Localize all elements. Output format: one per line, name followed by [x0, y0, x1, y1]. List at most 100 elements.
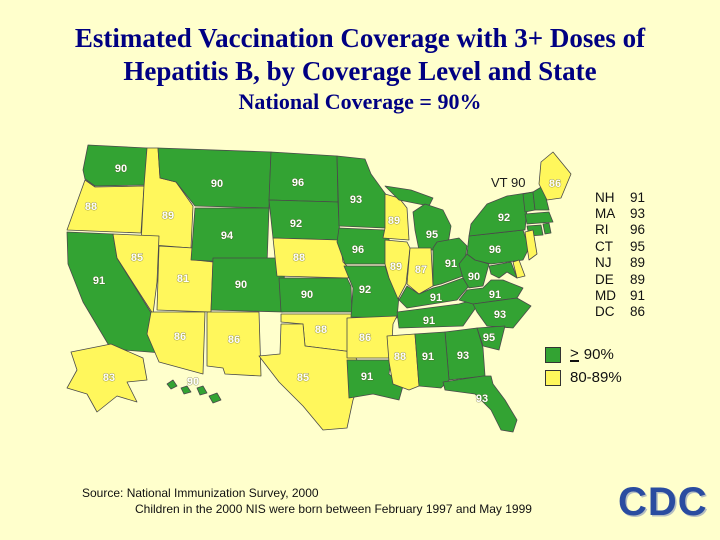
state-MO — [343, 265, 400, 319]
state-value-LA: 91 — [361, 371, 373, 383]
state-HI — [180, 385, 192, 395]
state-HI — [166, 379, 178, 390]
legend-item-high: > 90% — [545, 343, 622, 366]
vt-callout-label: VT 90 — [491, 175, 525, 190]
state-value: 96 — [630, 222, 646, 238]
state-value-SD: 92 — [290, 218, 302, 230]
state-HI — [208, 392, 222, 404]
state-RI — [542, 222, 552, 235]
state-FL — [442, 375, 518, 433]
state-code: MD — [595, 288, 616, 304]
state-IN — [406, 247, 434, 295]
state-KS — [278, 277, 353, 313]
state-value-VA: 91 — [489, 289, 501, 301]
state-value-IN: 87 — [415, 264, 427, 276]
state-value-TX: 85 — [297, 372, 309, 384]
state-value-CA: 91 — [93, 275, 105, 287]
state-NJ — [524, 229, 538, 261]
state-value-TN: 91 — [423, 315, 435, 327]
state-code: MA — [595, 206, 616, 222]
state-value-AZ: 86 — [174, 331, 186, 343]
state-value-AK: 83 — [103, 372, 115, 384]
list-item-CT: CT 95 — [595, 238, 645, 254]
state-value-OR: 88 — [85, 201, 97, 213]
state-SD — [268, 199, 341, 241]
state-MI — [384, 185, 434, 207]
state-value: 91 — [630, 189, 646, 205]
state-code: NH — [595, 189, 615, 205]
state-value-WI: 89 — [388, 215, 400, 227]
state-value-IA: 96 — [352, 244, 364, 256]
legend-swatch-high — [545, 346, 561, 363]
state-value-WY: 94 — [221, 230, 234, 242]
state-code: DC — [595, 304, 615, 320]
state-TX — [258, 323, 362, 431]
state-value-WV: 90 — [468, 271, 480, 283]
state-value-WA: 90 — [115, 163, 127, 175]
state-code: CT — [595, 238, 613, 254]
state-value-PA: 96 — [489, 244, 501, 256]
state-value-SC: 95 — [483, 332, 495, 344]
state-value-GA: 93 — [457, 350, 469, 362]
state-value-AL: 91 — [422, 351, 434, 363]
state-value: 89 — [630, 271, 646, 287]
state-value: 86 — [630, 304, 646, 320]
state-code: RI — [595, 222, 609, 238]
slide-title: Estimated Vaccination Coverage with 3+ D… — [0, 22, 720, 116]
state-CO — [210, 257, 286, 313]
legend-label-mid: 80-89% — [570, 369, 622, 386]
legend-item-mid: 80-89% — [545, 366, 622, 389]
state-AK — [66, 343, 148, 413]
source-line-2: Children in the 2000 NIS were born betwe… — [135, 502, 532, 516]
source-note: Source: National Immunization Survey, 20… — [82, 485, 532, 517]
legend-gte-symbol: > — [570, 345, 579, 362]
state-value-ID: 89 — [162, 210, 174, 222]
legend: > 90% 80-89% — [545, 343, 622, 389]
state-DE — [512, 259, 526, 279]
state-value-MO: 92 — [359, 284, 371, 296]
state-value-MI: 95 — [426, 229, 438, 241]
title-line-3: National Coverage = 90% — [238, 89, 482, 114]
state-ME — [538, 151, 572, 201]
state-value-OH: 91 — [445, 258, 457, 270]
list-item-RI: RI 96 — [595, 222, 645, 238]
state-OR — [66, 179, 145, 234]
state-value-ND: 96 — [292, 177, 304, 189]
state-MA — [524, 211, 554, 225]
state-value: 91 — [630, 288, 646, 304]
state-NV — [112, 233, 160, 315]
northeast-values-list: NH 91 MA 93 RI 96 CT 95 NJ 89 DE 89 MD 91 DC 86 — [595, 189, 645, 320]
state-value-KS: 90 — [301, 289, 313, 301]
legend-swatch-mid — [545, 369, 561, 386]
state-NM — [206, 311, 262, 377]
state-PA — [466, 229, 530, 265]
state-value-AR: 86 — [359, 332, 371, 344]
list-item-NH: NH 91 — [595, 189, 645, 205]
state-MN — [336, 155, 388, 229]
title-line-2: Hepatitis B, by Coverage Level and State — [123, 56, 597, 86]
state-value-ME: 86 — [549, 178, 561, 190]
list-item-DC: DC 86 — [595, 304, 645, 320]
state-value: 93 — [630, 206, 646, 222]
state-IL — [384, 239, 411, 300]
state-value: 89 — [630, 255, 646, 271]
state-NH — [532, 185, 550, 211]
state-code: NJ — [595, 255, 612, 271]
state-value-OK: 88 — [315, 324, 327, 336]
state-value-MT: 90 — [211, 178, 223, 190]
state-NC — [472, 297, 532, 329]
state-value-MN: 93 — [350, 194, 362, 206]
state-value-CO: 90 — [235, 279, 247, 291]
state-value-UT: 81 — [177, 273, 189, 285]
state-VA — [458, 279, 524, 305]
state-value-IL: 89 — [390, 261, 402, 273]
state-value: 95 — [630, 238, 646, 254]
state-value-FL: 93 — [476, 393, 488, 405]
source-line-1: Source: National Immunization Survey, 20… — [82, 486, 319, 500]
state-value-NE: 88 — [293, 252, 305, 264]
list-item-DE: DE 89 — [595, 271, 645, 287]
state-MD — [488, 261, 518, 279]
state-value-NV: 85 — [131, 252, 143, 264]
state-value-KY: 91 — [430, 292, 442, 304]
